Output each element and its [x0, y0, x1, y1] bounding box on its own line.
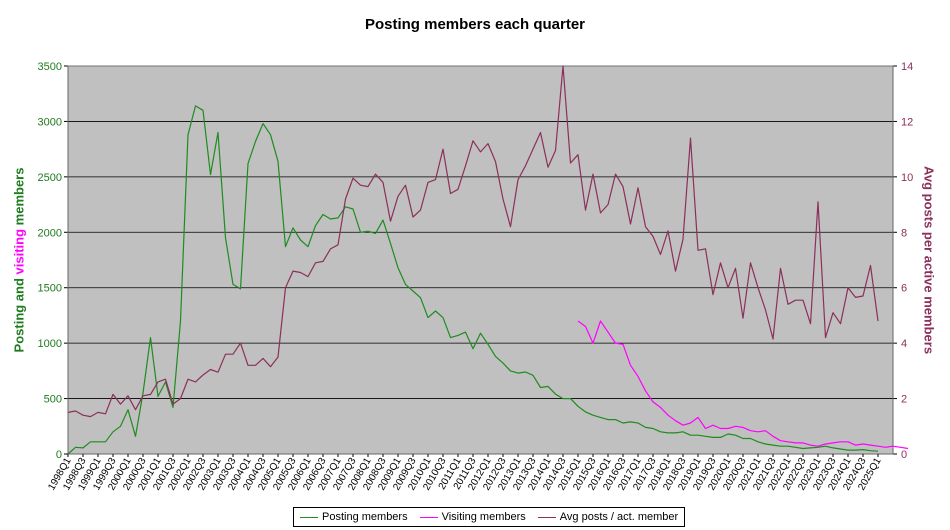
y-left-tick-label: 0 — [56, 449, 62, 461]
legend-label: Visiting members — [441, 511, 526, 523]
plot-border — [67, 65, 894, 455]
y-axis-left-label-part: Posting and — [11, 274, 27, 353]
plot-area — [68, 66, 893, 454]
y-right-tick-label: 4 — [901, 338, 907, 350]
legend: Posting members Visiting members Avg posts… — [293, 507, 686, 527]
y-right-tick-label: 6 — [901, 283, 907, 295]
legend-label: Avg posts / act. member — [559, 511, 679, 523]
y-right-tick-label: 0 — [901, 449, 907, 461]
y-right-tick-label: 10 — [901, 172, 913, 184]
y-axis-left-label-part: members — [11, 167, 27, 229]
y-axis-left-label: Posting and visiting members — [12, 168, 27, 353]
y-axis-right-label: Avg posts per active members — [921, 165, 937, 355]
series-line-avg-posts-act-member — [67, 65, 879, 418]
legend-swatch — [300, 516, 318, 518]
legend-item: Posting members — [300, 511, 408, 523]
legend-item: Avg posts / act. member — [537, 511, 679, 523]
y-left-tick-label: 1000 — [38, 338, 62, 350]
legend-label: Posting members — [322, 511, 408, 523]
legend-swatch — [419, 516, 438, 518]
y-right-tick-label: 2 — [901, 394, 907, 406]
series-line-visiting-members — [577, 320, 909, 450]
y-axis-left-label-part: visiting — [11, 228, 27, 275]
y-left-tick-label: 3500 — [38, 61, 62, 73]
legend-item: Visiting members — [419, 511, 526, 523]
y-right-tick-label: 12 — [901, 116, 913, 128]
y-right-tick-label: 14 — [901, 61, 913, 73]
y-left-tick-label: 1500 — [38, 283, 62, 295]
y-right-tick-label: 8 — [901, 227, 907, 239]
chart-title: Posting members each quarter — [364, 16, 586, 33]
y-left-tick-label: 2500 — [38, 172, 62, 184]
legend-swatch — [537, 516, 556, 518]
y-left-tick-label: 2000 — [38, 227, 62, 239]
series-line-posting-members — [67, 105, 879, 455]
y-left-tick-label: 500 — [44, 394, 62, 406]
y-left-tick-label: 3000 — [38, 116, 62, 128]
